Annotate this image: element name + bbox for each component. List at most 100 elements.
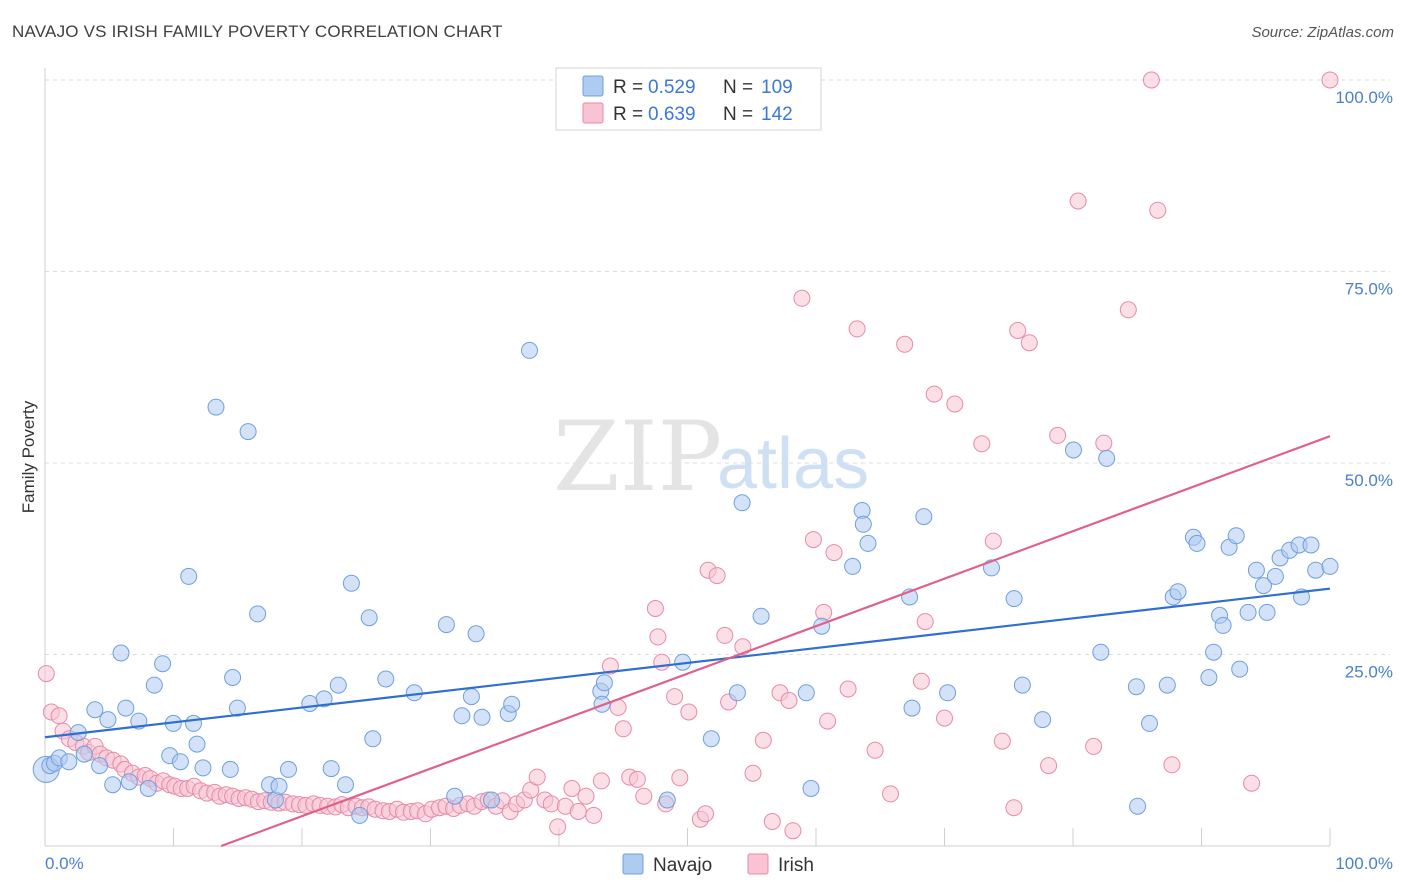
irish-point-113	[819, 712, 837, 730]
legend-irish-n-label: N =	[723, 104, 753, 125]
navajo-point-33	[270, 777, 288, 795]
navajo-point-75	[939, 684, 957, 702]
irish-point-2	[50, 707, 68, 725]
irish-point-133	[1069, 192, 1087, 210]
legend-swatch-irish	[582, 102, 604, 124]
y-tick-label-1: 50.0%	[1345, 471, 1393, 490]
navajo-point-102	[1266, 567, 1284, 585]
navajo-point-29	[239, 423, 257, 441]
irish-point-101	[716, 626, 734, 644]
navajo-point-64	[752, 607, 770, 625]
navajo-point-35	[301, 695, 319, 712]
navajo-point-83	[1127, 678, 1145, 696]
navajo-point-15	[139, 780, 157, 797]
irish-point-80	[569, 803, 587, 820]
navajo-point-13	[120, 773, 138, 791]
navajo-point-40	[342, 574, 360, 592]
trend-lines	[44, 435, 1331, 848]
irish-point-104	[744, 764, 762, 782]
legend-swatch-navajo	[582, 75, 604, 97]
legend-irish-r-value: 0.639	[648, 104, 696, 125]
irish-point-135	[1095, 434, 1113, 452]
irish-point-115	[839, 680, 857, 698]
legend-navajo-n-value: 109	[761, 77, 793, 98]
gridlines	[45, 79, 1390, 846]
irish-point-96	[680, 703, 698, 721]
irish-point-88	[628, 770, 646, 788]
legend-navajo-r-value: 0.529	[648, 77, 696, 98]
irish-point-74	[528, 768, 546, 786]
navajo-point-42	[360, 609, 378, 627]
irish-point-117	[866, 741, 884, 759]
navajo-point-10	[104, 776, 122, 794]
irish-point-140	[1243, 774, 1261, 792]
navajo-point-65	[797, 684, 815, 702]
irish-point-89	[635, 787, 653, 805]
navajo-point-12	[117, 699, 135, 717]
navajo-point-85	[1141, 714, 1158, 732]
navajo-point-20	[171, 753, 189, 771]
irish-point-130	[1020, 334, 1038, 352]
navajo-point-38	[329, 676, 347, 694]
navajo-point-94	[1214, 616, 1232, 634]
legend-irish-n-value: 142	[761, 104, 793, 125]
navajo-point-73	[903, 699, 921, 717]
navajo-point-107	[1302, 536, 1320, 554]
navajo-point-4	[60, 753, 78, 771]
navajo-point-79	[1034, 711, 1052, 729]
navajo-point-101	[1258, 603, 1276, 621]
irish-point-129	[1009, 322, 1027, 339]
navajo-point-66	[802, 780, 820, 797]
navajo-point-74	[915, 508, 933, 526]
y-axis-title: Family Poverty	[19, 400, 38, 513]
irish-point-122	[925, 385, 943, 403]
correlation-legend: R = 0.529 N = 109 R = 0.639 N = 142	[555, 67, 822, 131]
irish-point-124	[946, 395, 964, 413]
navajo-point-99	[1247, 561, 1265, 579]
navajo-point-46	[437, 616, 455, 634]
series-legend: Navajo Irish	[622, 853, 814, 876]
navajo-point-23	[188, 735, 206, 753]
irish-point-137	[1142, 71, 1160, 89]
irish-point-141	[1321, 71, 1339, 89]
irish-point-0	[37, 665, 55, 683]
navajo-point-109	[1321, 557, 1339, 575]
irish-point-77	[549, 818, 567, 836]
irish-points	[37, 71, 1339, 840]
watermark: ZIP atlas	[553, 401, 869, 513]
irish-point-84	[601, 657, 619, 675]
irish-point-100	[708, 567, 726, 585]
irish-point-106	[763, 813, 781, 830]
irish-point-83	[592, 772, 610, 790]
irish-point-98	[697, 805, 714, 823]
navajo-point-81	[1092, 643, 1110, 661]
navajo-point-30	[249, 605, 267, 623]
irish-point-91	[649, 628, 667, 646]
watermark-atlas: atlas	[717, 424, 869, 504]
navajo-point-59	[658, 791, 676, 809]
irish-point-119	[896, 335, 914, 353]
navajo-point-100	[1255, 577, 1272, 595]
navajo-point-108	[1307, 561, 1325, 579]
chart-title: NAVAJO VS IRISH FAMILY POVERTY CORRELATI…	[12, 22, 503, 41]
navajo-point-9	[99, 711, 117, 729]
irish-point-121	[916, 613, 934, 631]
navajo-point-47	[446, 787, 464, 805]
navajo-point-77	[1005, 590, 1023, 608]
navajo-point-84	[1129, 797, 1147, 815]
irish-point-82	[585, 806, 603, 824]
navajo-point-51	[473, 708, 491, 726]
irish-point-138	[1149, 201, 1167, 219]
irish-point-128	[1005, 799, 1023, 817]
series-legend-swatch-irish	[747, 853, 769, 875]
irish-point-116	[848, 320, 866, 338]
irish-point-110	[793, 289, 811, 307]
irish-point-90	[646, 600, 664, 617]
y-tick-label-2: 75.0%	[1345, 280, 1393, 299]
irish-point-86	[614, 720, 632, 738]
navajo-point-63	[733, 494, 751, 512]
navajo-point-37	[322, 760, 340, 778]
navajo-point-34	[280, 760, 297, 778]
irish-point-76	[542, 795, 560, 813]
